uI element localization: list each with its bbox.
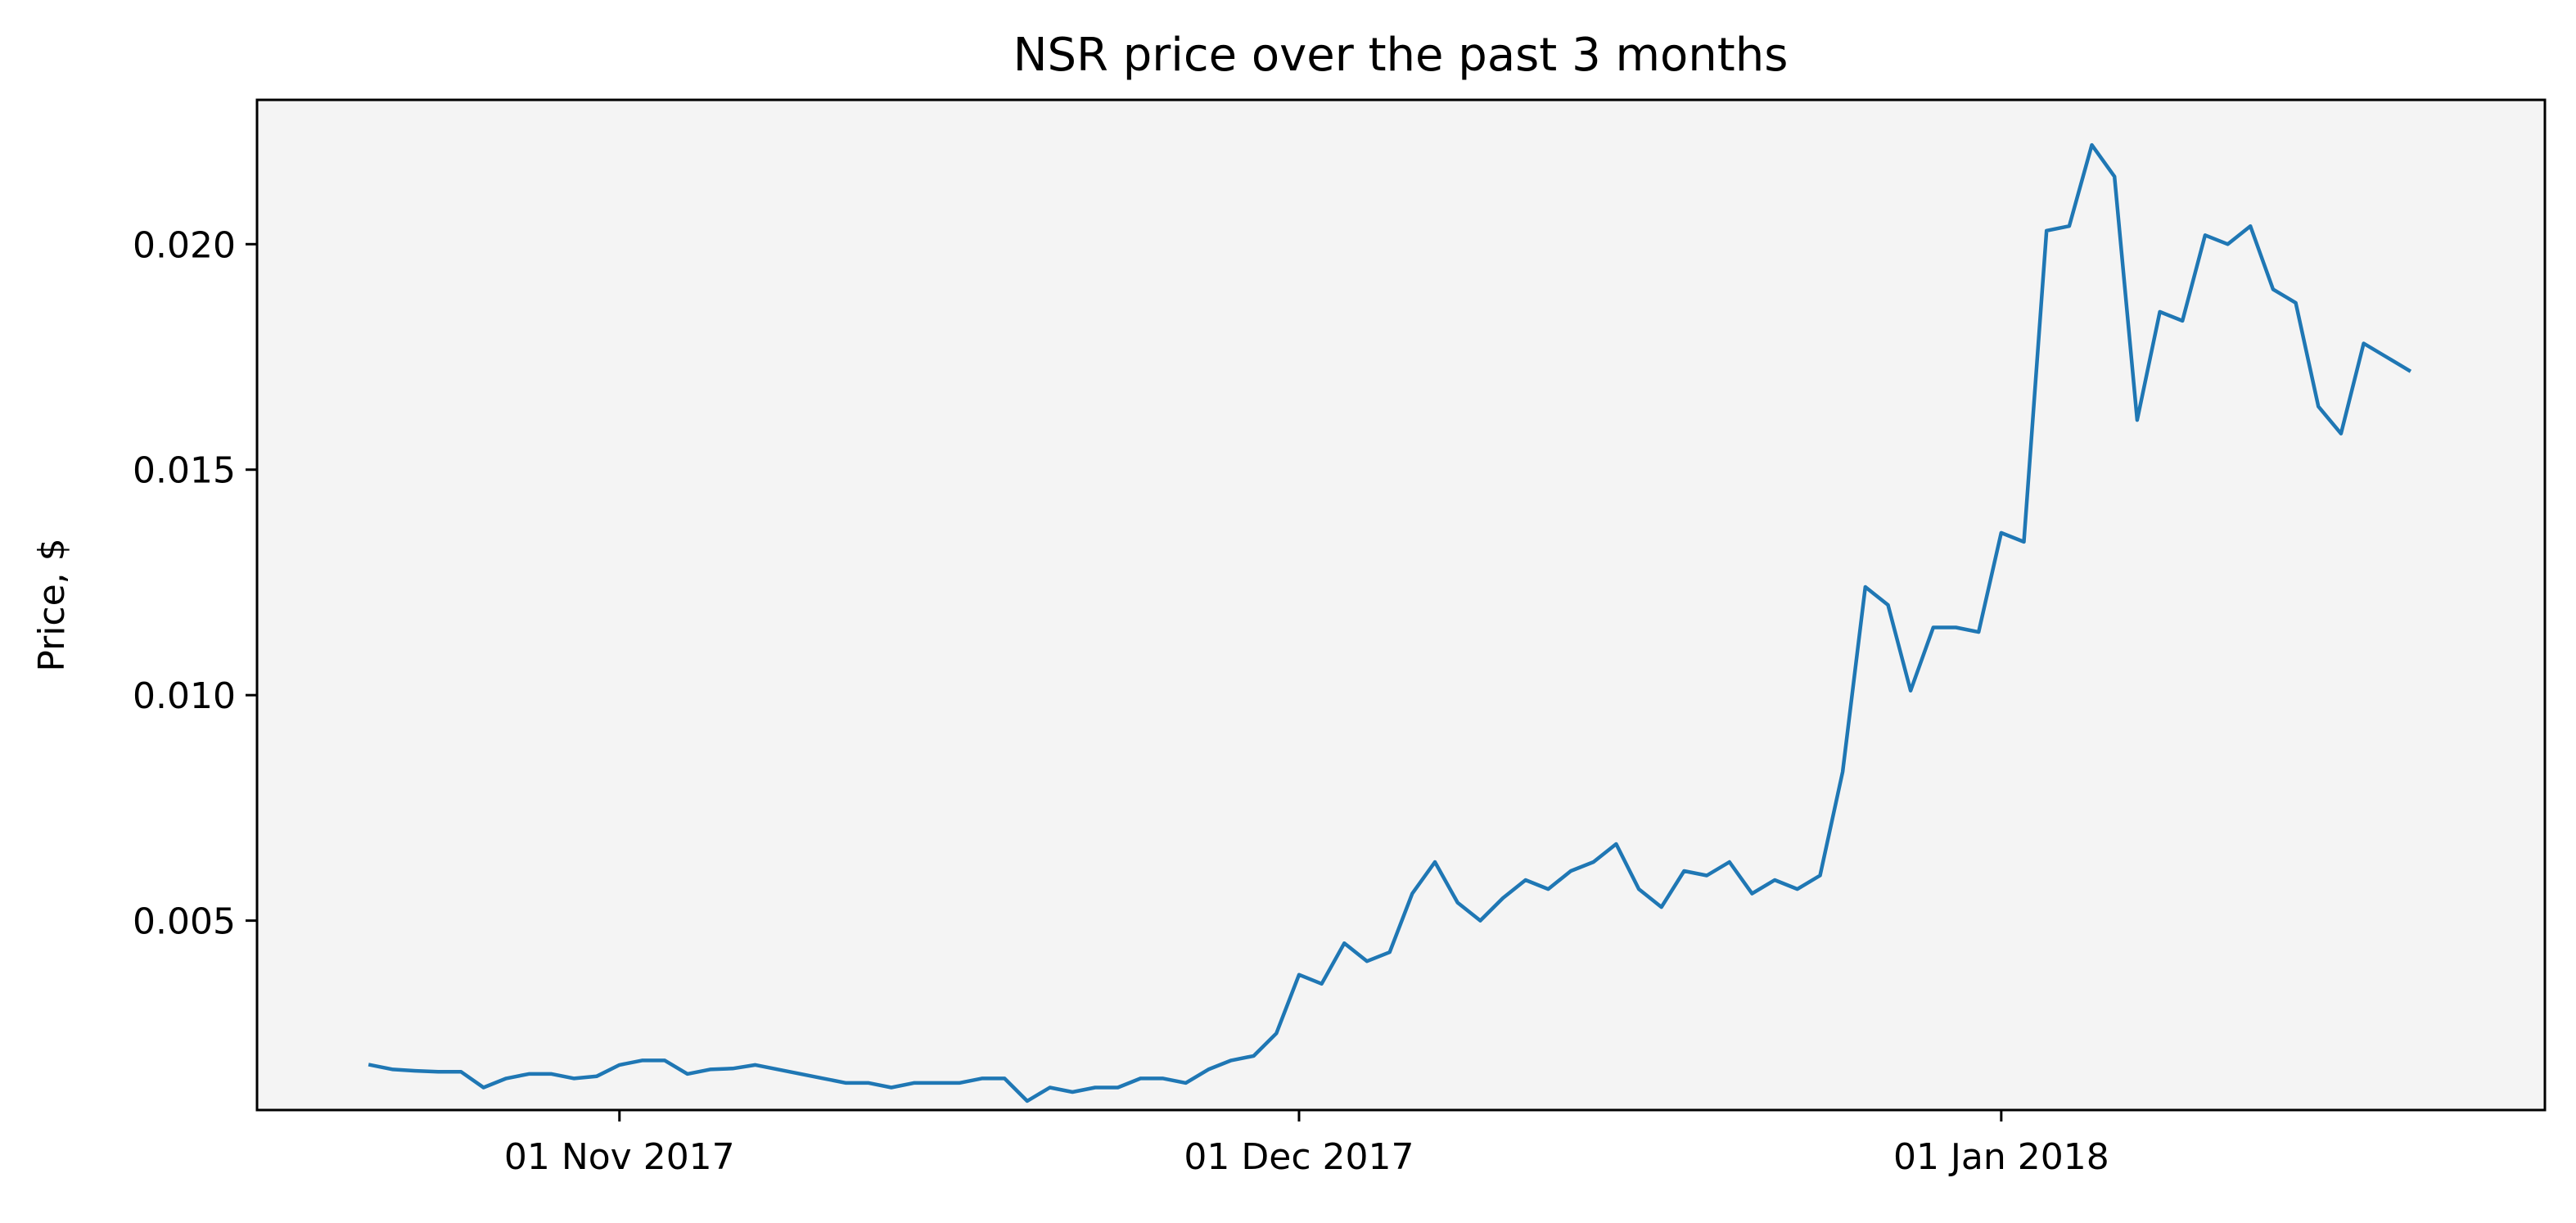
y-axis-label: Price, $ <box>31 538 73 671</box>
y-tick-label: 0.020 <box>133 224 236 266</box>
x-tick-label: 01 Dec 2017 <box>1184 1136 1414 1178</box>
plot-frame <box>255 98 2547 1112</box>
x-tick-label: 01 Jan 2018 <box>1893 1136 2109 1178</box>
series-layer <box>368 142 2412 1103</box>
price-series-line <box>368 142 2412 1103</box>
y-axis-ticks: 0.005 0.010 0.015 0.020 <box>133 224 257 943</box>
y-tick-label: 0.015 <box>133 450 236 492</box>
plot-area <box>257 100 2545 1110</box>
chart-title: NSR price over the past 3 months <box>1013 29 1789 82</box>
y-tick-label: 0.005 <box>133 901 236 943</box>
y-tick-label: 0.010 <box>133 675 236 717</box>
x-tick-label: 01 Nov 2017 <box>504 1136 735 1178</box>
x-axis-ticks: 01 Nov 2017 01 Dec 2017 01 Jan 2018 <box>504 1110 2109 1178</box>
